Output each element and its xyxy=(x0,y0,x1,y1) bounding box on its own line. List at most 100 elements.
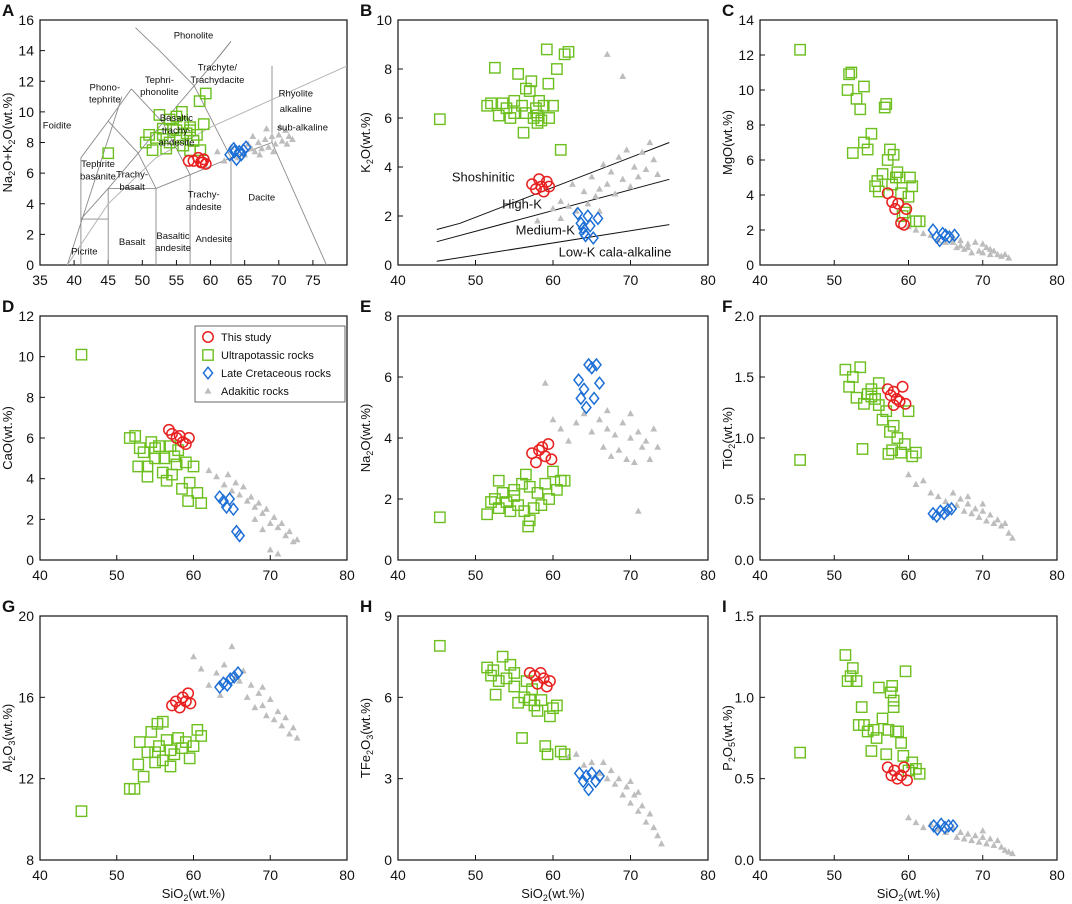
plot-frame xyxy=(397,315,709,561)
y-tick-label: 4 xyxy=(384,430,392,446)
data-point xyxy=(170,124,183,137)
data-point xyxy=(573,766,585,781)
legend-label: Adakitic rocks xyxy=(221,386,289,398)
data-point xyxy=(481,661,494,674)
data-point xyxy=(910,215,922,228)
data-point xyxy=(869,393,881,405)
plot-area xyxy=(75,642,301,818)
data-point xyxy=(905,814,912,821)
series-late-cretaceous xyxy=(214,665,244,695)
y-tick-label: 0 xyxy=(26,257,34,273)
y-tick-label: 4 xyxy=(26,471,34,487)
data-point xyxy=(634,507,642,514)
data-point xyxy=(603,180,611,187)
data-point xyxy=(986,245,994,252)
chart-panel-c: 40 50 60 70 80 0 2 4 6 8 10 12 14C MgO(wt.%) xyxy=(720,1,1065,288)
panel-label: B xyxy=(360,1,372,20)
data-point xyxy=(599,160,607,168)
data-point xyxy=(583,782,595,797)
data-point xyxy=(886,444,899,457)
x-tick-label: 70 xyxy=(623,567,639,583)
data-point xyxy=(607,452,615,459)
y-tick-label: 1.0 xyxy=(735,689,755,705)
series-this-study xyxy=(526,438,558,469)
data-point xyxy=(235,147,247,162)
data-point xyxy=(586,766,598,781)
data-point xyxy=(986,835,994,842)
plot-frame xyxy=(397,615,709,861)
data-point xyxy=(259,525,266,533)
data-point xyxy=(900,203,913,215)
data-point xyxy=(1001,846,1009,853)
data-point xyxy=(485,496,497,508)
data-point xyxy=(537,672,550,685)
data-point xyxy=(960,507,968,514)
data-point xyxy=(630,791,638,798)
x-tick-label: 35 xyxy=(32,272,48,288)
region-label: trachy- xyxy=(162,125,191,136)
x-tick-label: 75 xyxy=(305,272,321,288)
tas-field-boundary xyxy=(107,120,139,154)
series-late-cretaceous xyxy=(572,206,604,246)
x-axis-title: SiO2(wt.%) xyxy=(521,886,585,903)
data-point xyxy=(236,677,243,684)
y-tick-label: 6 xyxy=(26,430,34,446)
data-point xyxy=(102,147,115,160)
data-point xyxy=(512,499,525,511)
data-point xyxy=(892,197,905,210)
data-point xyxy=(599,443,607,450)
data-point xyxy=(861,725,874,738)
data-point xyxy=(285,132,293,139)
data-point xyxy=(228,642,236,650)
y-tick-label: 10 xyxy=(738,82,754,98)
data-point xyxy=(912,818,920,826)
data-point xyxy=(243,693,251,700)
x-tick-label: 40 xyxy=(752,567,768,583)
data-point xyxy=(658,840,665,847)
data-point xyxy=(650,156,658,163)
data-point xyxy=(949,489,957,496)
y-tick-label: 4 xyxy=(26,196,34,212)
data-point xyxy=(1005,529,1013,536)
data-point xyxy=(634,807,642,814)
data-point xyxy=(964,243,972,251)
data-point xyxy=(611,190,619,197)
data-point xyxy=(239,483,247,490)
x-tick-label: 60 xyxy=(901,867,917,883)
region-label: sub-alkaline xyxy=(277,122,328,133)
legend-marker-late-cretaceous xyxy=(202,365,214,381)
data-point xyxy=(971,505,979,512)
data-point xyxy=(650,823,658,831)
data-point xyxy=(265,143,272,150)
region-label: Picrite xyxy=(71,246,97,257)
data-point xyxy=(133,736,146,748)
data-point xyxy=(153,440,165,453)
data-point xyxy=(964,492,972,500)
data-point xyxy=(274,523,282,531)
data-point xyxy=(646,455,654,462)
data-point xyxy=(542,438,555,451)
data-point xyxy=(554,143,567,156)
data-point xyxy=(145,436,158,448)
data-point xyxy=(217,494,229,509)
y-tick-label: 0 xyxy=(384,552,392,568)
x-tick-label: 80 xyxy=(700,272,716,288)
data-point xyxy=(979,507,987,514)
y-tick-label: 2 xyxy=(26,226,34,242)
x-tick-label: 70 xyxy=(975,867,991,883)
data-point xyxy=(650,425,658,432)
data-point xyxy=(975,838,983,845)
series-late-cretaceous xyxy=(573,766,606,797)
data-point xyxy=(168,748,181,761)
data-point xyxy=(943,229,955,245)
data-point xyxy=(512,67,525,80)
data-point xyxy=(164,760,177,773)
data-point xyxy=(1001,250,1009,258)
data-point xyxy=(530,456,542,469)
x-tick-label: 60 xyxy=(901,272,917,288)
y-axis-title: MgO(wt.%) xyxy=(720,110,735,175)
legend-label: This study xyxy=(221,332,272,344)
data-point xyxy=(596,185,603,192)
series-ultrapotassic xyxy=(794,649,926,780)
data-point xyxy=(543,493,556,505)
